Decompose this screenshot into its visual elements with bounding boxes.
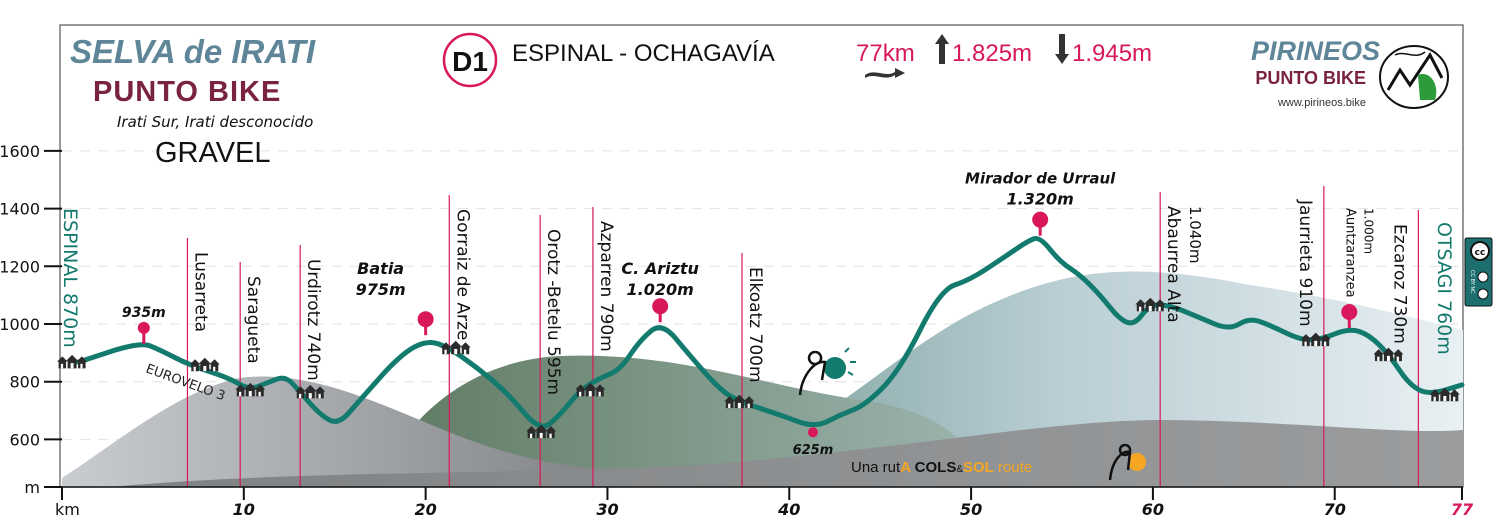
svg-text:cc: cc (1475, 248, 1486, 258)
x-tick-label: 60 (1142, 500, 1164, 519)
x-tick-label: 40 (777, 500, 800, 519)
waypoint-labels: Lusarreta Saragueta Urdirotz 740m Gorraiz d… (59, 199, 1455, 395)
background-hills (62, 271, 1463, 487)
summit-elevation: 1.000m (1361, 208, 1375, 254)
waypoint-label: Elkoatz 700m (745, 267, 765, 383)
waypoint-label: Orotz -Betelu 595m (543, 229, 563, 395)
logo-sub: PUNTO BIKE (1255, 68, 1366, 88)
summit-marker (137, 321, 150, 334)
summit-markers: 935m Batia 975m C. Ariztu 1.020m Mirador de U… (122, 170, 1375, 459)
profile-line (75, 235, 1465, 429)
summit-elevation: 935m (122, 305, 166, 321)
waypoint-sublabel: 1.040m (1186, 206, 1204, 264)
distance: 77km (856, 40, 915, 67)
x-tick-label: 50 (960, 500, 982, 519)
low-point-marker (807, 427, 818, 438)
waypoint-label: Ezcaroz 730m (1389, 224, 1409, 344)
svg-text:CC BY NC: CC BY NC (1469, 270, 1475, 294)
endpoint-label: ESPINAL 870m (59, 208, 81, 348)
axes: 600 800 1000 1200 1400 1600 mkm 10 20 30 40 50 60 70 7… (0, 142, 1474, 519)
x-tick-label: 70 (1324, 500, 1346, 519)
summit-marker (652, 298, 669, 315)
website: www.pirineos.bike (1277, 97, 1366, 109)
x-tick-label: 10 (233, 500, 255, 519)
x-tick-label: 77 (1451, 500, 1474, 519)
cyclist-sun-icon (1108, 443, 1146, 481)
waypoint-label: Urdirotz 740m (303, 259, 323, 381)
y-axis-label: m (24, 478, 40, 497)
low-point-label: 625m (793, 443, 834, 458)
x-tick-label: 30 (596, 500, 618, 519)
summit-marker (1032, 211, 1049, 228)
waypoint-label: Gorraiz de Arze (452, 209, 472, 340)
summit-elevation: 1.020m (627, 280, 694, 299)
category: GRAVEL (155, 137, 271, 169)
waypoint-label: Jaurrieta 910m (1295, 199, 1315, 327)
hill-grey (62, 376, 760, 487)
descent: 1.945m (1072, 40, 1152, 67)
tagline: Irati Sur, Irati desconocido (117, 113, 313, 131)
descent-arrow-icon (1055, 34, 1069, 64)
brand-title: SELVA de IRATI (70, 33, 316, 70)
summit-marker (417, 311, 434, 328)
distance-arrow-icon (865, 68, 905, 78)
x-axis-label: km (55, 500, 80, 519)
cc-license-badge: cc CC BY NC (1464, 237, 1493, 307)
summit-elevation: 975m (356, 280, 406, 299)
waypoint-label: Azparren 790m (596, 221, 616, 352)
summit-marker (1341, 304, 1358, 320)
summit-name: Auntzaranzea (1342, 208, 1357, 298)
brand-sub: PUNTO BIKE (93, 76, 281, 108)
summit-elevation: 1.320m (1007, 190, 1074, 209)
stage-badge: D1 (452, 46, 488, 77)
summit-name: Batia (357, 259, 404, 278)
cyclist-summit-icon (798, 347, 856, 396)
y-tick-label: 1600 (0, 142, 40, 161)
route-name: ESPINAL - OCHAGAVÍA (512, 40, 775, 67)
ascent: 1.825m (952, 40, 1032, 67)
waypoint-lines (186, 186, 1419, 487)
waypoint-label: Abaurrea Alta (1163, 206, 1183, 323)
stage-badge-circle (442, 32, 498, 88)
pirineos-logo-icon (1379, 45, 1449, 109)
logo-title: PIRINEOS (1251, 36, 1380, 66)
footer-branding: Una rutA COLS&SOL route (851, 459, 1032, 476)
waypoint-label: Lusarreta (190, 252, 210, 332)
x-tick-label: 20 (415, 500, 437, 519)
y-tick-label: 600 (9, 430, 40, 449)
y-tick-label: 1000 (0, 315, 40, 334)
y-tick-label: 800 (9, 373, 40, 392)
hill-dark (110, 420, 1463, 487)
y-tick-label: 1200 (0, 257, 40, 276)
waypoint-label: Saragueta (243, 276, 263, 364)
ascent-arrow-icon (935, 34, 949, 64)
summit-name: C. Ariztu (621, 259, 699, 278)
y-tick-label: 1400 (0, 200, 40, 219)
summit-name: Mirador de Urraul (965, 170, 1116, 188)
endpoint-label: OTSAGI 760m (1433, 222, 1455, 355)
